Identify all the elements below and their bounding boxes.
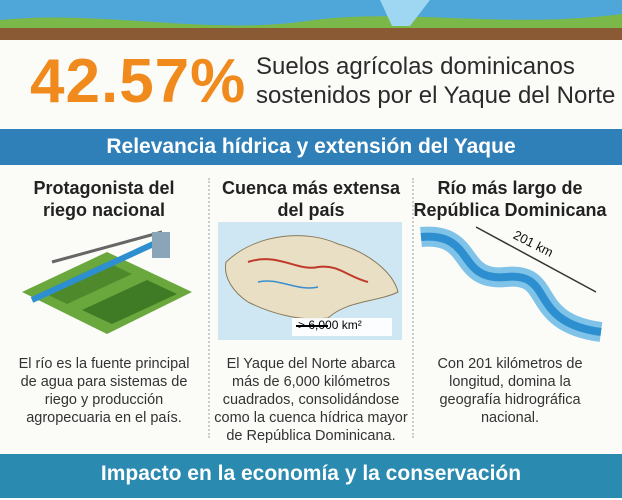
body-line: longitud, domina la: [449, 374, 571, 390]
top-landscape: [0, 0, 622, 40]
body-line: Con 201 kilómetros de: [437, 356, 583, 372]
title-line: República Dominicana: [413, 200, 607, 220]
footer-banner: Impacto en la economía y la conservación: [0, 454, 622, 498]
body-line: El Yaque del Norte abarca: [226, 356, 396, 372]
body-line: cuadrados, consolidándose: [222, 392, 400, 408]
title-line: riego nacional: [42, 200, 166, 220]
headline-stat: 42.57%: [30, 47, 247, 116]
title-line: del país: [277, 200, 345, 220]
body-line: riego y producción: [44, 392, 164, 408]
body-line: de agua para sistemas de: [20, 374, 188, 390]
divider: [208, 178, 210, 438]
section-banner: Relevancia hídrica y extensión del Yaque: [0, 129, 622, 165]
column-body: El Yaque del Norte abarca más de 6,000 ki…: [211, 355, 411, 445]
title-line: Cuenca más extensa: [221, 178, 401, 198]
body-line: geografía hidrográfica: [439, 392, 581, 408]
headline-line: Suelos agrícolas dominicanos: [256, 53, 575, 80]
map-illustration: [218, 222, 402, 340]
body-line: agropecuaria en el país.: [26, 410, 182, 426]
column-body: El río es la fuente principal de agua par…: [4, 355, 204, 427]
body-line: El río es la fuente principal: [18, 356, 190, 372]
column-title: Cuenca más extensa del país: [211, 177, 411, 221]
body-line: nacional.: [480, 410, 540, 426]
map-scale-label: > 6,000 km²: [298, 318, 362, 332]
column-title: Protagonista del riego nacional: [4, 177, 204, 221]
title-line: Río más largo de: [437, 178, 583, 198]
body-line: de República Dominicana.: [226, 428, 396, 444]
title-line: Protagonista del: [33, 178, 175, 198]
body-line: más de 6,000 kilómetros: [232, 374, 390, 390]
headline-line: sostenidos por el Yaque del Norte: [256, 82, 616, 109]
body-line: como la cuenca hídrica mayor: [214, 410, 408, 426]
headline-text: Suelos agrícolas dominicanos sostenidos …: [256, 52, 615, 110]
divider: [412, 178, 414, 438]
column-body: Con 201 kilómetros de longitud, domina la…: [410, 355, 610, 427]
column-title: Río más largo de República Dominicana: [410, 177, 610, 221]
irrigation-illustration: [22, 230, 192, 334]
river-illustration: [420, 226, 603, 342]
